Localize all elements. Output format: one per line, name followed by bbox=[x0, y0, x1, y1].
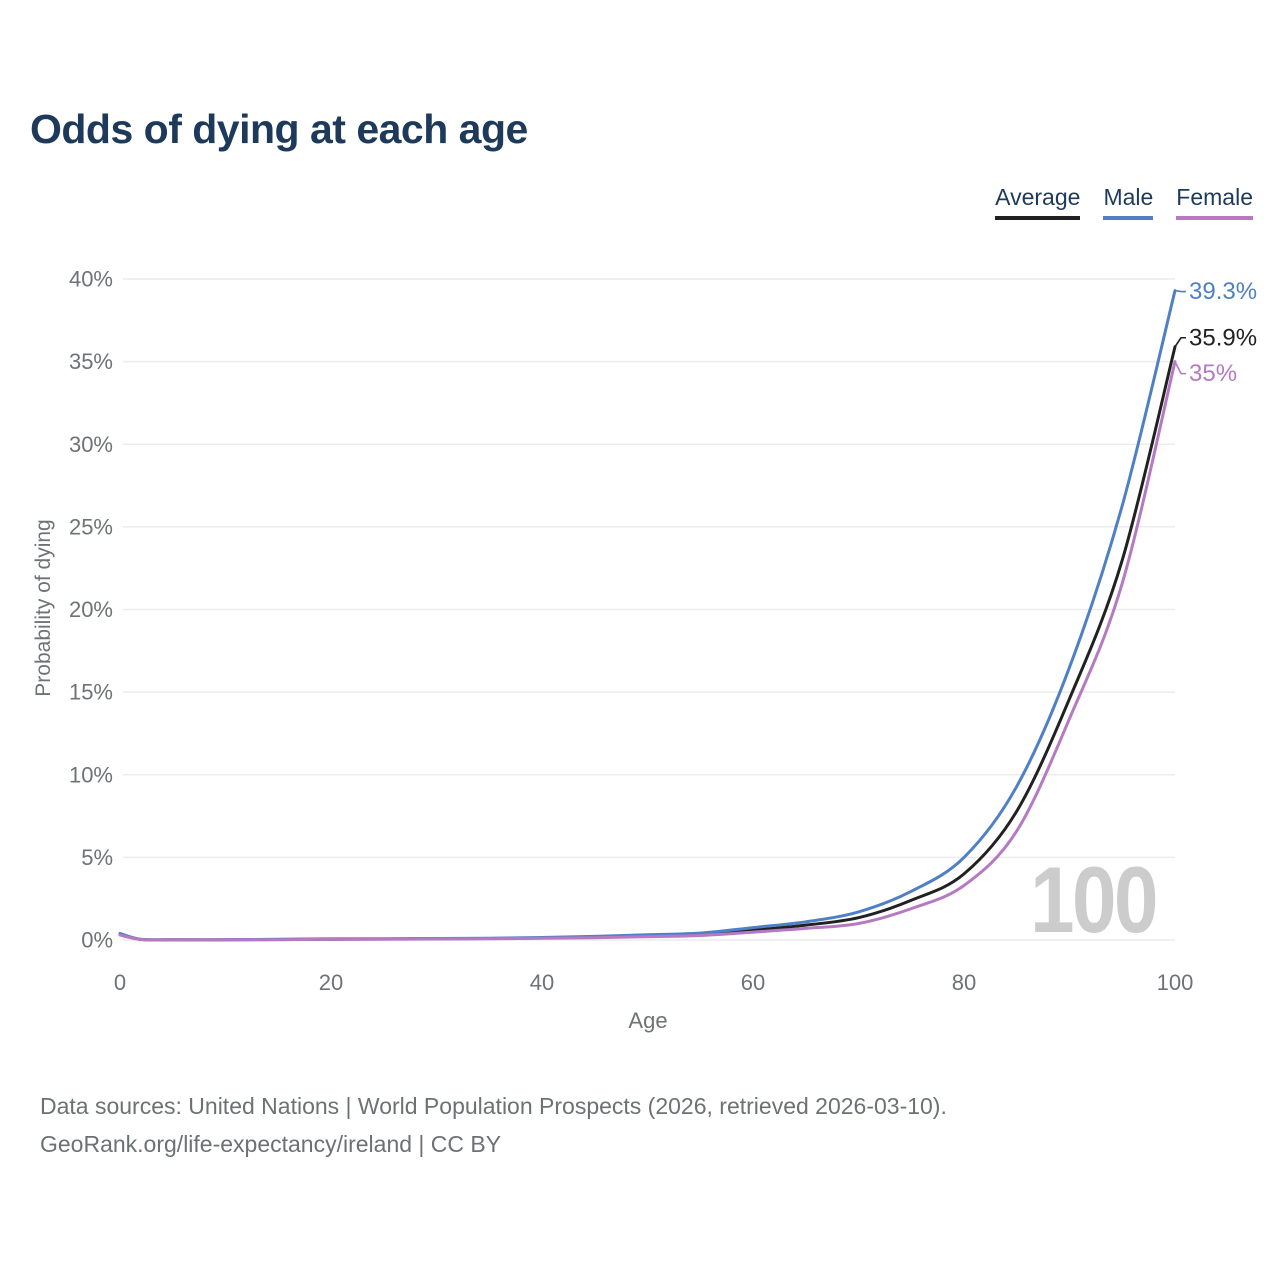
end-label-connector bbox=[1174, 289, 1186, 293]
legend-item-female[interactable]: Female bbox=[1176, 184, 1253, 220]
series-line-average bbox=[118, 345, 1177, 942]
chart-legend: Average Male Female bbox=[995, 184, 1253, 220]
x-axis-title: Age bbox=[628, 1008, 668, 1033]
y-tick-label: 10% bbox=[69, 762, 113, 787]
x-tick-label: 60 bbox=[741, 970, 765, 995]
y-tick-label: 5% bbox=[81, 845, 113, 870]
y-tick-label: 25% bbox=[69, 514, 113, 539]
x-tick-label: 0 bbox=[114, 970, 126, 995]
x-tick-label: 40 bbox=[530, 970, 554, 995]
y-tick-label: 40% bbox=[69, 267, 113, 292]
y-tick-label: 0% bbox=[81, 928, 113, 953]
x-tick-label: 80 bbox=[952, 970, 976, 995]
age-watermark: 100 bbox=[1030, 847, 1158, 952]
y-tick-label: 20% bbox=[69, 597, 113, 622]
x-tick-label: 100 bbox=[1157, 970, 1194, 995]
end-label-female: 35% bbox=[1189, 360, 1237, 387]
x-tick-label: 20 bbox=[319, 970, 343, 995]
footer-data-sources: Data sources: United Nations | World Pop… bbox=[40, 1093, 947, 1119]
end-label-male: 39.3% bbox=[1189, 278, 1257, 305]
page-title: Odds of dying at each age bbox=[30, 106, 528, 152]
series-line-female bbox=[118, 360, 1177, 942]
end-label-connector bbox=[1174, 361, 1186, 375]
end-label-connector bbox=[1174, 336, 1186, 348]
legend-item-average[interactable]: Average bbox=[995, 184, 1081, 220]
y-tick-label: 15% bbox=[69, 680, 113, 705]
legend-item-male[interactable]: Male bbox=[1103, 184, 1154, 220]
end-label-average: 35.9% bbox=[1189, 324, 1257, 351]
footer-attribution: GeoRank.org/life-expectancy/ireland | CC… bbox=[40, 1131, 502, 1157]
series-line-male bbox=[118, 289, 1177, 942]
y-tick-label: 35% bbox=[69, 349, 113, 374]
footer: Data sources: United Nations | World Pop… bbox=[40, 1087, 947, 1163]
y-tick-label: 30% bbox=[69, 432, 113, 457]
